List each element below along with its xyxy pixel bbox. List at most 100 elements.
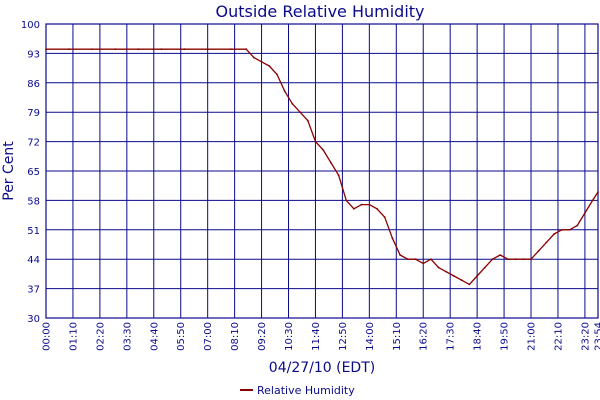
x-tick-label: 23:54	[594, 322, 600, 351]
x-tick-label: 16:20	[419, 322, 430, 351]
x-tick-label: 10:30	[284, 322, 295, 351]
x-tick-label: 11:40	[311, 322, 322, 351]
data-point	[437, 266, 440, 269]
data-point	[453, 275, 455, 277]
data-point	[383, 216, 386, 219]
data-point	[507, 258, 509, 261]
legend: Relative Humidity	[240, 384, 355, 397]
data-point	[460, 279, 463, 282]
legend-label: Relative Humidity	[257, 384, 355, 397]
data-point	[499, 254, 502, 256]
data-point	[545, 241, 548, 244]
data-point	[245, 48, 248, 51]
data-point	[514, 258, 517, 261]
data-point	[468, 283, 471, 286]
data-point	[368, 203, 371, 206]
x-tick-label: 01:10	[68, 322, 79, 351]
x-tick-label: 19:50	[500, 322, 511, 351]
data-point	[422, 262, 425, 265]
data-point	[483, 266, 486, 269]
x-tick-label: 04:40	[149, 322, 160, 351]
data-point	[229, 48, 232, 51]
x-axis-ticks: 00:00 01:10 02:20 03:30 04:40 05:50 07:00 08:10…	[42, 322, 600, 351]
y-tick-label: 100	[21, 20, 40, 31]
y-tick-label: 51	[27, 226, 40, 237]
data-point	[522, 258, 525, 261]
data-point	[206, 48, 209, 51]
x-tick-label: 23:20	[580, 322, 591, 351]
data-point	[560, 228, 563, 231]
data-point	[45, 48, 47, 51]
y-tick-label: 65	[27, 167, 40, 178]
data-point	[430, 258, 432, 261]
series-line-relative-humidity	[46, 48, 599, 286]
grid	[45, 23, 599, 319]
y-tick-label: 44	[27, 255, 40, 266]
data-point	[584, 212, 586, 214]
x-tick-label: 14:00	[365, 322, 376, 351]
x-tick-label: 07:00	[203, 322, 214, 351]
data-point	[91, 48, 94, 51]
data-point	[260, 60, 263, 63]
data-point	[253, 56, 255, 59]
y-tick-label: 37	[27, 285, 40, 296]
y-tick-label: 72	[27, 138, 40, 149]
plot-area	[45, 48, 599, 286]
data-point	[114, 48, 117, 51]
x-tick-label: 05:50	[176, 322, 187, 351]
data-point	[68, 48, 70, 51]
y-axis-label: Per Cent	[1, 141, 17, 201]
data-point	[530, 258, 532, 261]
y-tick-label: 86	[27, 79, 40, 90]
y-tick-label: 79	[27, 108, 40, 119]
data-point	[299, 111, 301, 114]
y-tick-label: 58	[27, 196, 40, 207]
data-point	[160, 48, 163, 51]
x-tick-label: 18:40	[473, 322, 484, 351]
data-point	[330, 161, 332, 164]
data-point	[276, 73, 278, 76]
data-point	[306, 119, 309, 122]
x-axis-label: 04/27/10 (EDT)	[269, 360, 375, 376]
x-tick-label: 12:50	[338, 322, 349, 351]
data-point	[268, 65, 271, 67]
x-tick-label: 15:10	[392, 322, 403, 351]
data-point	[491, 258, 494, 261]
data-point	[414, 258, 417, 261]
data-point	[283, 90, 286, 93]
x-tick-label: 21:00	[527, 322, 538, 351]
data-point	[337, 174, 340, 177]
x-tick-label: 08:10	[230, 322, 241, 351]
y-tick-label: 93	[27, 49, 40, 60]
y-tick-label: 30	[27, 314, 40, 325]
data-point	[360, 203, 363, 206]
data-point	[291, 102, 294, 105]
data-point	[445, 270, 448, 273]
chart-title: Outside Relative Humidity	[215, 2, 424, 21]
data-point	[553, 233, 555, 235]
data-point	[345, 199, 348, 202]
data-point	[591, 199, 594, 202]
data-point	[568, 228, 571, 231]
data-point	[476, 275, 478, 277]
x-tick-label: 02:20	[95, 322, 106, 351]
data-point	[183, 48, 186, 51]
data-point	[322, 149, 325, 151]
y-axis-ticks: 100 93 86 79 72 65 58 51 44 37 30	[21, 20, 40, 325]
data-point	[314, 140, 317, 143]
data-point	[353, 207, 355, 210]
plot-frame	[45, 23, 599, 319]
data-point	[399, 254, 401, 256]
x-tick-label: 03:30	[122, 322, 133, 351]
data-point	[597, 191, 599, 193]
data-point	[391, 237, 394, 240]
x-tick-label: 22:10	[553, 322, 564, 351]
data-point	[537, 249, 540, 252]
x-tick-label: 00:00	[42, 322, 53, 351]
x-tick-label: 17:30	[446, 322, 457, 351]
data-point	[137, 48, 140, 51]
data-point	[406, 258, 409, 261]
x-tick-label: 09:20	[257, 322, 268, 351]
